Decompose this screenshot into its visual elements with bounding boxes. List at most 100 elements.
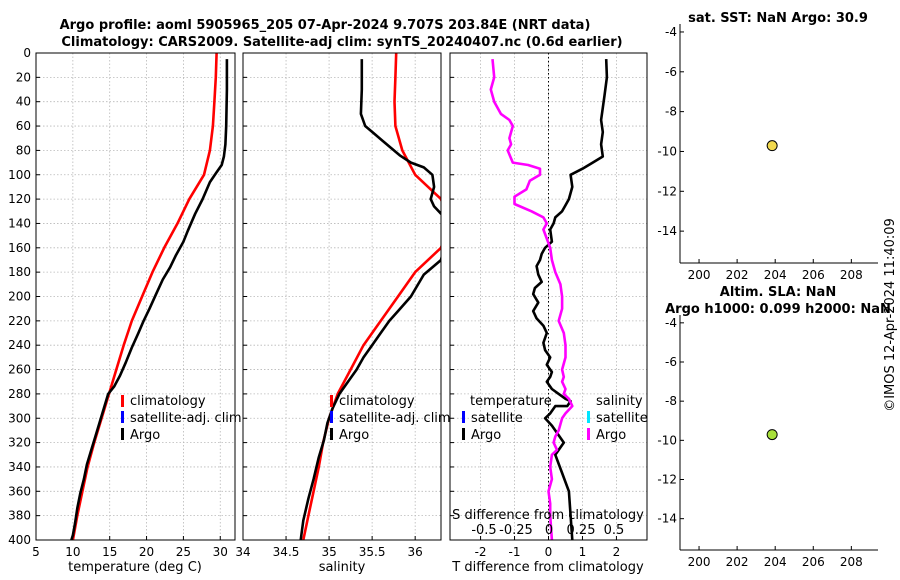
y-tick-label: -8 bbox=[665, 105, 677, 119]
x-tick-label: 208 bbox=[840, 268, 863, 282]
x-tick-label: 204 bbox=[764, 268, 787, 282]
salinity-legend: climatology satellite-adj. clim Argo bbox=[330, 394, 451, 443]
sla-panel: -4 -6 -8 -10 -12 -14 200 202 204 206 208 bbox=[657, 315, 878, 569]
legend-climatology-label: climatology bbox=[130, 394, 206, 409]
x-tick-label: 35.5 bbox=[359, 545, 386, 559]
legend-satellite-swatch bbox=[330, 411, 333, 423]
temperature-xlabel: temperature (deg C) bbox=[68, 560, 202, 575]
legend-sal-argo-swatch bbox=[587, 428, 590, 440]
series-group bbox=[70, 53, 229, 540]
series-argo-salinity-difference bbox=[489, 58, 574, 540]
s-tick-1: -0.5 bbox=[471, 523, 496, 538]
series-climatology bbox=[301, 53, 441, 540]
depth-tick-label: 0 bbox=[23, 46, 31, 60]
axes-frame bbox=[35, 52, 236, 541]
legend-sal-argo-label: Argo bbox=[596, 428, 626, 443]
sst-title: sat. SST: NaN Argo: 30.9 bbox=[688, 11, 868, 26]
legend-argo-swatch bbox=[121, 428, 124, 440]
depth-tick-label: 100 bbox=[8, 168, 31, 182]
x-tick-label: -2 bbox=[475, 545, 487, 559]
title-line-1: Argo profile: aoml 5905965_205 07-Apr-20… bbox=[60, 18, 591, 33]
y-tick-label: -10 bbox=[657, 144, 677, 158]
legend-climatology-swatch bbox=[330, 395, 333, 407]
s-difference-label: S difference from climatology bbox=[452, 508, 644, 523]
title-line-2: Climatology: CARS2009. Satellite-adj cli… bbox=[61, 35, 622, 50]
legend-satellite-label: satellite-adj. clim bbox=[339, 411, 451, 426]
sst-panel: -4 -6 -8 -10 -12 -14 200 202 204 206 208 bbox=[657, 24, 878, 282]
depth-tick-label: 220 bbox=[8, 314, 31, 328]
depth-tick-label: 320 bbox=[8, 436, 31, 450]
difference-legend: temperature satellite Argo salinity sate… bbox=[462, 394, 648, 443]
x-tick-label: 20 bbox=[139, 545, 154, 559]
x-tick-label: 25 bbox=[176, 545, 191, 559]
depth-tick-label: 360 bbox=[8, 484, 31, 498]
series-group bbox=[489, 58, 609, 540]
data-point-marker bbox=[766, 429, 778, 441]
x-tick-label: 34.5 bbox=[273, 545, 300, 559]
axes-frame bbox=[242, 52, 442, 541]
y-tick-label: -6 bbox=[665, 355, 677, 369]
salinity-panel: 34 34.5 35 35.5 36 bbox=[235, 52, 442, 559]
x-tick-label: 206 bbox=[802, 555, 825, 569]
legend-climatology-swatch bbox=[121, 395, 124, 407]
legend-sal-satellite-label: satellite bbox=[596, 411, 648, 426]
depth-tick-label: 380 bbox=[8, 509, 31, 523]
x-tick-label: 34 bbox=[235, 545, 250, 559]
salinity-xlabel: salinity bbox=[319, 560, 366, 575]
s-tick-2: -0.25 bbox=[499, 523, 533, 538]
data-point-marker bbox=[766, 140, 778, 152]
depth-tick-label: 400 bbox=[8, 533, 31, 547]
y-tick-label: -12 bbox=[657, 473, 677, 487]
x-tick-label: 204 bbox=[764, 555, 787, 569]
x-tick-label: -1 bbox=[509, 545, 521, 559]
legend-temperature-title: temperature bbox=[470, 394, 552, 409]
y-tick-label: -12 bbox=[657, 184, 677, 198]
x-tick-label: 5 bbox=[32, 545, 40, 559]
depth-tick-label: 40 bbox=[16, 95, 31, 109]
series-argo bbox=[299, 59, 441, 540]
depth-tick-label: 300 bbox=[8, 411, 31, 425]
x-tick-label: 202 bbox=[726, 268, 749, 282]
legend-satellite-swatch bbox=[121, 411, 124, 423]
series-argo-temperature-difference bbox=[531, 59, 609, 540]
x-tick-label: 208 bbox=[840, 555, 863, 569]
y-tick-label: -4 bbox=[665, 25, 677, 39]
y-tick-label: -6 bbox=[665, 65, 677, 79]
x-tick-label: 206 bbox=[802, 268, 825, 282]
depth-tick-label: 340 bbox=[8, 460, 31, 474]
legend-temp-argo-label: Argo bbox=[471, 428, 501, 443]
x-tick-label: 36 bbox=[408, 545, 423, 559]
depth-tick-label: 80 bbox=[16, 143, 31, 157]
depth-tick-label: 140 bbox=[8, 216, 31, 230]
series-group bbox=[299, 53, 441, 540]
sla-title: Altim. SLA: NaN bbox=[720, 285, 836, 300]
x-tick-label: 1 bbox=[579, 545, 587, 559]
temperature-legend: climatology satellite-adj. clim Argo bbox=[121, 394, 242, 443]
y-tick-label: -8 bbox=[665, 394, 677, 408]
depth-tick-label: 280 bbox=[8, 387, 31, 401]
legend-satellite-label: satellite-adj. clim bbox=[130, 411, 242, 426]
depth-tick-label: 260 bbox=[8, 363, 31, 377]
y-tick-label: -14 bbox=[657, 224, 677, 238]
legend-argo-swatch bbox=[330, 428, 333, 440]
legend-temp-satellite-label: satellite bbox=[471, 411, 523, 426]
x-tick-label: 15 bbox=[102, 545, 117, 559]
sla-subtitle: Argo h1000: 0.099 h2000: NaN bbox=[665, 302, 891, 317]
x-tick-label: 2 bbox=[613, 545, 621, 559]
legend-temp-satellite-swatch bbox=[462, 411, 465, 423]
s-tick-5: 0.5 bbox=[604, 523, 625, 538]
legend-climatology-label: climatology bbox=[339, 394, 415, 409]
legend-sal-satellite-swatch bbox=[587, 411, 590, 423]
axes-frame bbox=[449, 52, 648, 541]
depth-tick-label: 240 bbox=[8, 338, 31, 352]
x-tick-label: 200 bbox=[688, 268, 711, 282]
legend-salinity-title: salinity bbox=[596, 394, 643, 409]
watermark: ©IMOS 12-Apr-2024 11:40:09 bbox=[883, 218, 898, 412]
series-climatology bbox=[71, 53, 218, 540]
difference-xlabel: T difference from climatology bbox=[451, 560, 644, 575]
legend-temp-argo-swatch bbox=[462, 428, 465, 440]
series-argo bbox=[70, 59, 229, 540]
s-tick-3: 0 bbox=[545, 523, 553, 538]
depth-tick-label: 120 bbox=[8, 192, 31, 206]
